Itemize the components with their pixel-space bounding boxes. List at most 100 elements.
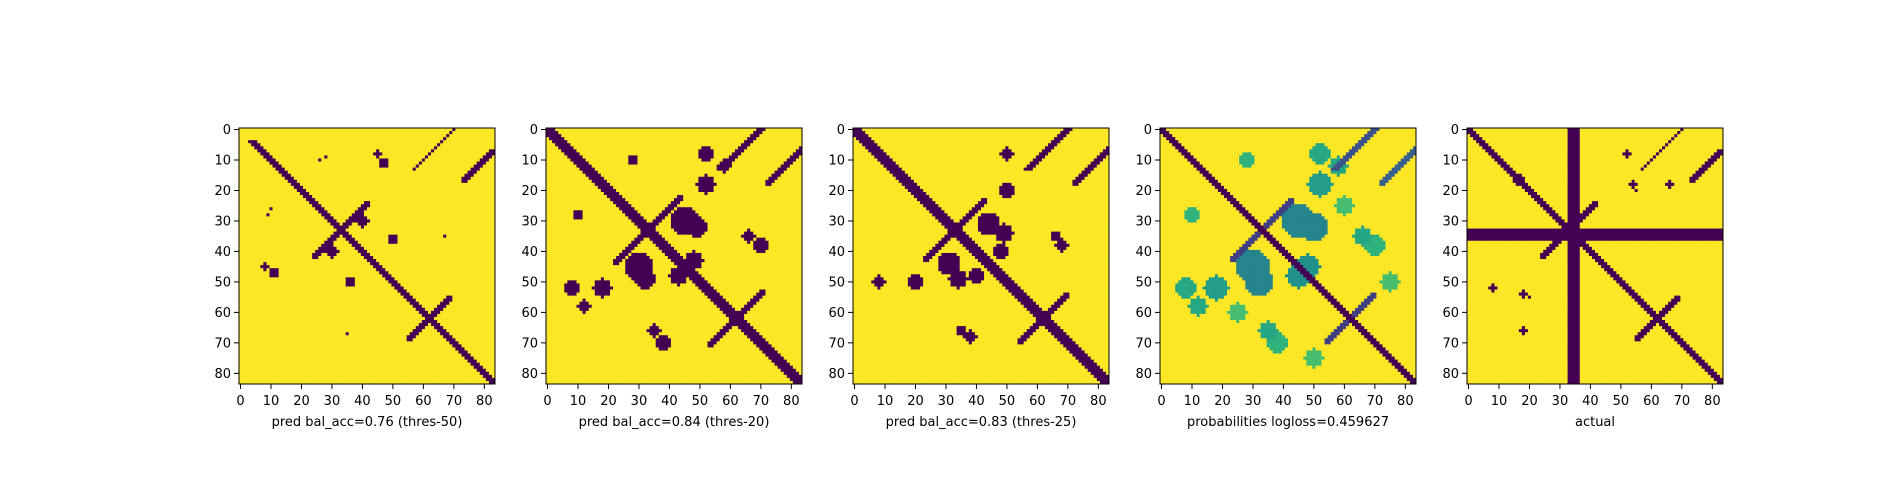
heatmap-cell xyxy=(397,241,400,244)
heatmap-cell xyxy=(455,244,458,247)
heatmap-cell xyxy=(437,137,440,140)
heatmap-cell xyxy=(349,207,352,210)
heatmap-cell xyxy=(276,180,279,183)
heatmap-cell xyxy=(242,253,245,256)
heatmap-cell xyxy=(327,250,330,253)
heatmap-cell xyxy=(471,277,474,280)
heatmap-cell xyxy=(306,226,309,229)
heatmap-cell xyxy=(251,244,254,247)
heatmap-cell xyxy=(364,250,367,253)
heatmap-cell xyxy=(373,158,376,161)
heatmap-cell xyxy=(437,222,440,225)
heatmap-cell xyxy=(391,268,394,271)
heatmap-cell xyxy=(239,201,242,204)
heatmap-cell xyxy=(397,210,400,213)
heatmap-cell xyxy=(349,198,352,201)
heatmap-cell xyxy=(330,128,333,131)
heatmap-cell xyxy=(273,226,276,229)
heatmap-cell xyxy=(346,253,349,256)
heatmap-cell xyxy=(468,134,471,137)
heatmap-cell xyxy=(337,177,340,180)
heatmap-cell xyxy=(471,186,474,189)
heatmap-cell xyxy=(321,216,324,219)
heatmap-cell xyxy=(294,137,297,140)
heatmap-cell xyxy=(251,171,254,174)
heatmap-cell xyxy=(376,262,379,265)
heatmap-cell xyxy=(343,180,346,183)
heatmap-cell xyxy=(486,271,489,274)
heatmap-cell xyxy=(315,235,318,238)
heatmap-cell xyxy=(376,226,379,229)
heatmap-cell xyxy=(315,210,318,213)
heatmap-cell xyxy=(291,152,294,155)
heatmap-cell xyxy=(318,137,321,140)
heatmap-cell xyxy=(483,229,486,232)
heatmap-cell xyxy=(324,174,327,177)
heatmap-cell xyxy=(385,216,388,219)
heatmap-cell xyxy=(461,204,464,207)
heatmap-cell xyxy=(346,168,349,171)
heatmap-cell xyxy=(242,259,245,262)
heatmap-cell xyxy=(349,134,352,137)
heatmap-cell xyxy=(404,210,407,213)
heatmap-cell xyxy=(483,247,486,250)
heatmap-cell xyxy=(279,226,282,229)
heatmap-cell xyxy=(242,210,245,213)
heatmap-cell xyxy=(361,253,364,256)
heatmap-cell xyxy=(321,158,324,161)
heatmap-cell xyxy=(300,134,303,137)
heatmap-cell xyxy=(330,152,333,155)
heatmap-cell xyxy=(263,168,266,171)
heatmap-cell xyxy=(404,192,407,195)
heatmap-cell xyxy=(324,204,327,207)
heatmap-cell xyxy=(489,168,492,171)
heatmap-cell xyxy=(318,195,321,198)
heatmap-cell xyxy=(425,134,428,137)
heatmap-cell xyxy=(315,180,318,183)
heatmap-cell xyxy=(242,268,245,271)
heatmap-cell xyxy=(327,183,330,186)
heatmap-cell xyxy=(489,222,492,225)
heatmap-cell xyxy=(248,247,251,250)
heatmap-cell xyxy=(471,198,474,201)
heatmap-cell xyxy=(486,277,489,280)
heatmap-cell xyxy=(303,168,306,171)
heatmap-cell xyxy=(300,146,303,149)
heatmap-cell xyxy=(382,186,385,189)
heatmap-cell xyxy=(266,207,269,210)
heatmap-cell xyxy=(401,177,404,180)
heatmap-cell xyxy=(324,232,327,235)
heatmap-cell xyxy=(297,143,300,146)
heatmap-cell xyxy=(333,128,336,131)
heatmap-cell xyxy=(425,198,428,201)
heatmap-cell xyxy=(425,186,428,189)
heatmap-cell xyxy=(361,222,364,225)
heatmap-cell xyxy=(333,189,336,192)
heatmap-cell xyxy=(446,198,449,201)
heatmap-cell xyxy=(397,268,400,271)
heatmap-cell xyxy=(257,186,260,189)
heatmap-cell xyxy=(394,198,397,201)
heatmap-cell xyxy=(263,128,266,131)
heatmap-cell xyxy=(422,168,425,171)
heatmap-cell xyxy=(458,229,461,232)
heatmap-cell xyxy=(315,158,318,161)
heatmap-cell xyxy=(279,192,282,195)
heatmap-cell xyxy=(303,146,306,149)
heatmap-cell xyxy=(425,128,428,131)
heatmap-cell xyxy=(346,235,349,238)
heatmap-cell xyxy=(440,265,443,268)
heatmap-cell xyxy=(312,277,315,280)
heatmap-cell xyxy=(340,235,343,238)
heatmap-cell xyxy=(254,134,257,137)
heatmap-cell xyxy=(361,146,364,149)
heatmap-cell xyxy=(370,143,373,146)
heatmap-cell xyxy=(340,131,343,134)
heatmap-cell xyxy=(468,171,471,174)
heatmap-cell xyxy=(260,274,263,277)
heatmap-cell xyxy=(434,229,437,232)
heatmap-cell xyxy=(413,265,416,268)
heatmap-cell xyxy=(251,146,254,149)
heatmap-cell xyxy=(333,180,336,183)
heatmap-cell xyxy=(489,207,492,210)
